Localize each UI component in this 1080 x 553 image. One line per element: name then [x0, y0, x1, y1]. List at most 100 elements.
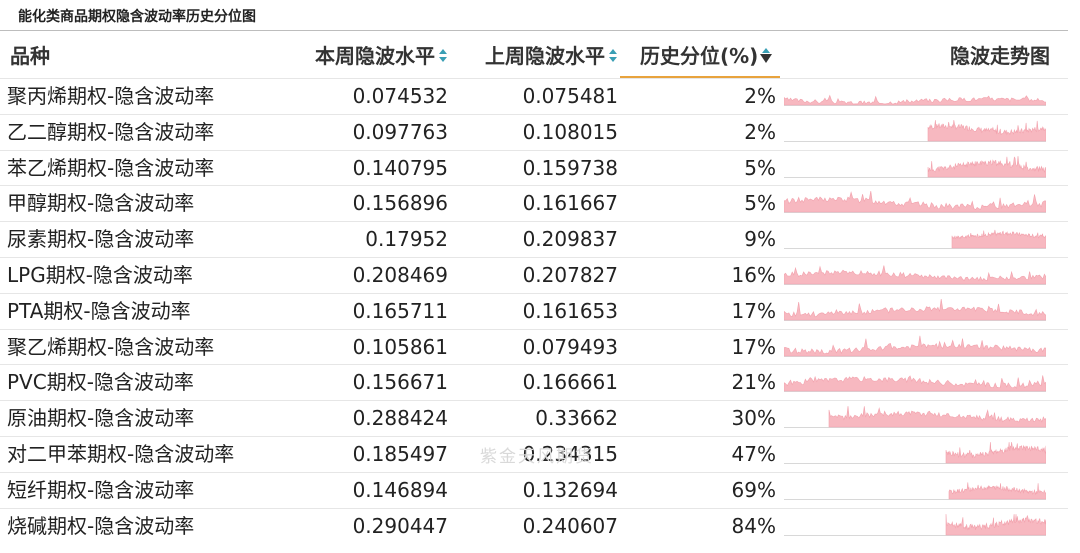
row-percentile: 84%	[731, 513, 776, 538]
row-name: 聚丙烯期权-隐含波动率	[7, 84, 215, 108]
sparkline-area	[784, 375, 1046, 392]
row-name: 短纤期权-隐含波动率	[7, 477, 195, 502]
table-row: 甲醇期权-隐含波动率 0.156896 0.161667 5%	[0, 185, 1068, 221]
sort-icon[interactable]	[608, 48, 618, 64]
table-body: 聚丙烯期权-隐含波动率 0.074532 0.075481 2% 乙二醇期权-隐含波动率…	[0, 78, 1068, 543]
row-name: 苯乙烯期权-隐含波动率	[7, 155, 215, 180]
sparkline-area	[927, 119, 1046, 142]
row-current: 0.105861	[352, 334, 448, 359]
sparkline-svg	[784, 298, 1046, 321]
sparkline-svg	[784, 335, 1046, 357]
row-name: 尿素期权-隐含波动率	[7, 227, 195, 252]
row-sparkline	[784, 79, 1046, 113]
row-current: 0.074532	[352, 84, 448, 108]
header-percentile-label: 历史分位(%)	[640, 44, 759, 68]
row-name: PVC期权-隐含波动率	[7, 370, 194, 395]
row-percentile: 5%	[744, 191, 776, 216]
header-previous-sort[interactable]: 上周隐波水平	[470, 36, 618, 78]
sparkline-svg	[784, 375, 1046, 393]
row-sparkline	[784, 365, 1046, 399]
header-trend: 隐波走势图	[950, 44, 1050, 68]
volatility-table: 品种 本周隐波水平 上周隐波水平 历史分位(%) 隐波走势图 聚丙烯期权-隐含波…	[0, 36, 1068, 543]
sparkline-area	[784, 191, 1046, 213]
row-current: 0.288424	[352, 406, 448, 431]
row-previous: 0.075481	[522, 84, 618, 108]
sparkline-svg	[784, 482, 1046, 500]
row-previous: 0.132694	[522, 477, 618, 502]
header-previous-label: 上周隐波水平	[485, 44, 605, 68]
row-sparkline	[784, 151, 1046, 185]
row-current: 0.165711	[352, 298, 448, 323]
row-sparkline	[784, 509, 1046, 543]
row-current: 0.140795	[352, 155, 448, 180]
row-percentile: 30%	[731, 406, 776, 431]
sparkline-svg	[784, 406, 1046, 429]
header-current-label: 本周隐波水平	[315, 44, 435, 68]
sparkline-area	[784, 94, 1046, 106]
header-name: 品种	[10, 44, 50, 68]
row-current: 0.146894	[352, 477, 448, 502]
row-percentile: 17%	[731, 298, 776, 323]
table-row: 烧碱期权-隐含波动率 0.290447 0.240607 84%	[0, 507, 1068, 544]
row-name: PTA期权-隐含波动率	[7, 298, 191, 323]
sort-icon[interactable]	[438, 48, 448, 64]
watermark: 紫金天风期货	[480, 447, 594, 467]
row-previous: 0.166661	[522, 370, 618, 395]
sparkline-area	[951, 230, 1046, 249]
row-current: 0.185497	[352, 441, 448, 466]
row-name: 原油期权-隐含波动率	[7, 406, 195, 431]
table-row: 短纤期权-隐含波动率 0.146894 0.132694 69%	[0, 471, 1068, 508]
sparkline-area	[784, 335, 1046, 356]
row-current: 0.156671	[352, 370, 448, 395]
table-row: 聚丙烯期权-隐含波动率 0.074532 0.075481 2%	[0, 78, 1068, 114]
row-previous: 0.161667	[522, 191, 618, 216]
header-percentile-sort[interactable]: 历史分位(%)	[620, 36, 780, 78]
row-sparkline	[784, 437, 1046, 471]
row-name: 烧碱期权-隐含波动率	[7, 513, 195, 538]
row-sparkline	[784, 330, 1046, 364]
sparkline-svg	[784, 155, 1046, 178]
table-row: 对二甲苯期权-隐含波动率 0.185497 0.234315 47%	[0, 435, 1068, 472]
row-name: 乙二醇期权-隐含波动率	[7, 119, 215, 144]
row-current: 0.17952	[365, 227, 448, 252]
row-name: LPG期权-隐含波动率	[7, 262, 193, 287]
sort-desc-icon[interactable]	[760, 47, 773, 64]
row-percentile: 2%	[744, 119, 776, 144]
table-row: 乙二醇期权-隐含波动率 0.097763 0.108015 2%	[0, 113, 1068, 150]
row-percentile: 47%	[731, 441, 776, 466]
table-row: 尿素期权-隐含波动率 0.17952 0.209837 9%	[0, 221, 1068, 257]
sparkline-svg	[784, 191, 1046, 214]
row-previous: 0.33662	[535, 406, 618, 431]
table-header: 品种 本周隐波水平 上周隐波水平 历史分位(%) 隐波走势图	[0, 36, 1068, 78]
sparkline-area	[945, 513, 1046, 535]
row-previous: 0.207827	[522, 262, 618, 287]
row-sparkline	[784, 294, 1046, 328]
sparkline-svg	[784, 94, 1046, 106]
row-current: 0.097763	[352, 119, 448, 144]
row-sparkline	[784, 115, 1046, 149]
header-current-sort[interactable]: 本周隐波水平	[300, 36, 448, 78]
row-previous: 0.159738	[522, 155, 618, 180]
row-current: 0.156896	[352, 191, 448, 216]
row-sparkline	[784, 258, 1046, 292]
row-percentile: 9%	[744, 227, 776, 252]
row-name: 聚乙烯期权-隐含波动率	[7, 334, 215, 359]
sparkline-svg	[784, 119, 1046, 142]
row-previous: 0.234315	[522, 441, 618, 466]
sparkline-svg	[784, 265, 1046, 285]
row-previous: 0.108015	[522, 119, 618, 144]
sparkline-svg	[784, 513, 1046, 536]
title-divider	[0, 30, 1068, 31]
row-percentile: 21%	[731, 370, 776, 395]
sparkline-area	[948, 482, 1046, 500]
sparkline-area	[945, 442, 1046, 464]
table-row: 聚乙烯期权-隐含波动率 0.105861 0.079493 17%	[0, 328, 1068, 365]
row-sparkline	[784, 222, 1046, 256]
row-percentile: 69%	[731, 477, 776, 502]
sparkline-svg	[784, 442, 1046, 464]
table-row: PVC期权-隐含波动率 0.156671 0.166661 21%	[0, 364, 1068, 400]
row-sparkline	[784, 401, 1046, 435]
sparkline-area	[784, 265, 1046, 285]
chart-title: 能化类商品期权隐含波动率历史分位图	[18, 9, 256, 25]
row-percentile: 16%	[731, 262, 776, 287]
